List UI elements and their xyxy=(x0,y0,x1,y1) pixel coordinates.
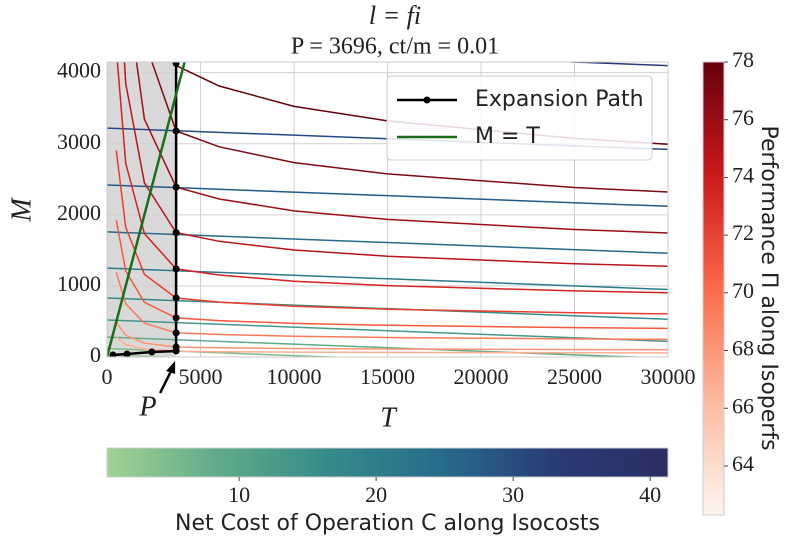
series-point xyxy=(172,183,180,191)
plot-lines xyxy=(107,62,668,357)
series-point xyxy=(172,62,180,67)
y-tick-label: 2000 xyxy=(57,200,101,225)
isocost-line xyxy=(107,336,651,357)
annotation-label: P xyxy=(139,391,157,422)
y-tick-label: 4000 xyxy=(57,58,101,83)
y-tick-label: 0 xyxy=(90,342,101,367)
colorbar-label: Net Cost of Operation C along Isocosts xyxy=(175,511,600,536)
isoperf-curve xyxy=(115,220,668,330)
isocost-line xyxy=(107,319,668,343)
isoperf-curve xyxy=(135,62,668,234)
colorbar-tick-label: 78 xyxy=(732,47,754,72)
colorbar-tick-label: 70 xyxy=(732,278,754,303)
series-point xyxy=(172,265,180,273)
chart-subtitle: P = 3696, ct/m = 0.01 xyxy=(291,34,499,60)
colorbar-tick-label: 40 xyxy=(639,482,661,507)
x-tick-label: 30000 xyxy=(641,364,696,389)
legend-label: Expansion Path xyxy=(475,87,644,112)
colorbar-tick-label: 72 xyxy=(732,220,754,245)
series-line xyxy=(107,62,186,357)
series-point xyxy=(123,350,131,357)
colorbar-cost xyxy=(106,447,669,478)
isoperf-curve xyxy=(115,272,668,341)
colorbar-performance xyxy=(702,61,725,516)
plot-border xyxy=(106,61,669,358)
colorbar-label: Performance Π along Isoperfs xyxy=(756,125,781,450)
x-tick-label: 25000 xyxy=(547,364,602,389)
isoperf-curve xyxy=(116,62,668,294)
x-tick-label: 15000 xyxy=(360,364,415,389)
series-point xyxy=(148,348,156,356)
colorbar-tick-label: 10 xyxy=(228,482,250,507)
series-point xyxy=(172,329,180,337)
y-tick-label: 1000 xyxy=(57,271,101,296)
colorbar-tick-label: 64 xyxy=(732,451,754,476)
series-point xyxy=(172,294,180,302)
y-tick-label: 3000 xyxy=(57,129,101,154)
isocost-line xyxy=(107,231,668,254)
series-point xyxy=(172,229,180,237)
colorbar-tick-label: 66 xyxy=(732,393,754,418)
x-tick-label: 5000 xyxy=(179,364,223,389)
shaded-region xyxy=(107,62,177,357)
annotation-arrowhead xyxy=(166,361,176,374)
colorbar-tick-label: 20 xyxy=(365,482,387,507)
series-point xyxy=(172,127,180,135)
colorbar-tick-label: 30 xyxy=(502,482,524,507)
series-point xyxy=(172,343,180,351)
series-point xyxy=(172,314,180,322)
isoperf-curve xyxy=(115,336,668,354)
chart-title: l = fi xyxy=(369,1,421,30)
legend-label: M = T xyxy=(475,124,540,149)
legend-box xyxy=(386,75,653,161)
x-tick-label: 0 xyxy=(102,364,113,389)
colorbar-tick-label: 68 xyxy=(732,336,754,361)
x-axis-label: T xyxy=(380,402,398,433)
x-tick-label: 20000 xyxy=(454,364,509,389)
x-tick-label: 10000 xyxy=(267,364,322,389)
colorbar-tick-label: 76 xyxy=(732,105,754,130)
isoperf-curve xyxy=(123,62,668,267)
series-point xyxy=(109,351,117,357)
legend-marker xyxy=(423,96,431,104)
isoperf-curve xyxy=(115,321,668,351)
colorbar-tick-label: 74 xyxy=(732,162,754,187)
isoperf-curve xyxy=(151,62,668,193)
isocost-line xyxy=(107,184,668,208)
y-axis-label: M xyxy=(6,197,37,223)
